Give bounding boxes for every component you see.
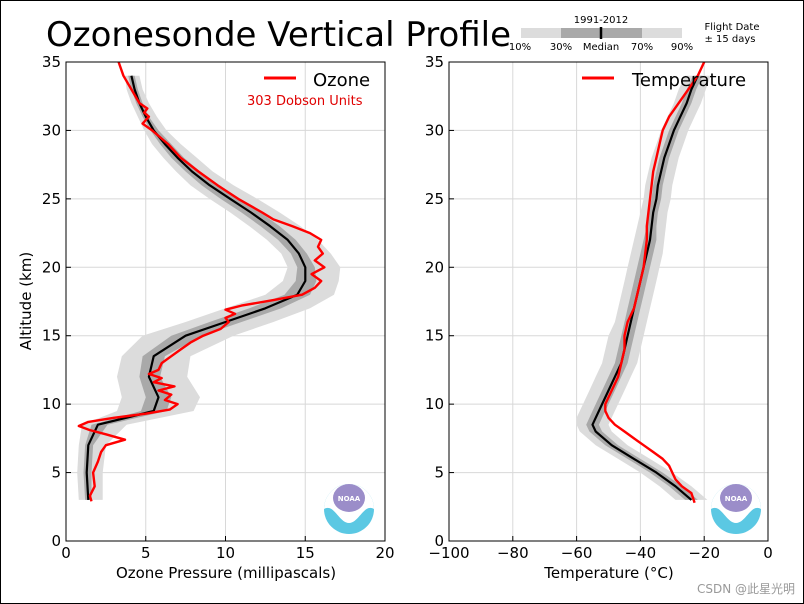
- temperature-y-tick-label: 30: [425, 121, 444, 139]
- temperature-x-tick-label: 0: [763, 544, 773, 562]
- temperature-legend: Temperature: [582, 70, 746, 91]
- ozone-y-axis-label: Altitude (km): [17, 252, 35, 350]
- percentile-key: 1991-2012 10% 30% Median 70% 90% Flight …: [509, 15, 760, 53]
- figure-title: Ozonesonde Vertical Profile: [46, 15, 511, 55]
- temperature-ticks: −100 −80 −60 −40 −20 0 0 5 10 15 20 25 30 35: [425, 53, 773, 562]
- temperature-x-tick-label: −100: [428, 544, 469, 562]
- ozone-panel: 0 5 10 15 20 0 5 10 15 20 25 30 35 Ozone Pressure (m…: [17, 53, 395, 582]
- temperature-legend-label: Temperature: [631, 70, 746, 91]
- key-band-outer-right: [642, 28, 682, 38]
- ozone-lines: [77, 61, 326, 502]
- temperature-x-axis-label: Temperature (°C): [543, 564, 673, 582]
- ozone-y-tick-label: 15: [42, 327, 61, 345]
- ozone-ticks: 0 5 10 15 20 0 5 10 15 20 25 30 35: [42, 53, 395, 562]
- ozone-x-tick-label: 15: [296, 544, 315, 562]
- ozone-y-tick-label: 35: [42, 53, 61, 71]
- noaa-logo-text: NOAA: [725, 495, 748, 503]
- ozone-x-tick-label: 0: [61, 544, 71, 562]
- noaa-logo-bird: [333, 484, 365, 512]
- temperature-x-tick-label: −80: [497, 544, 529, 562]
- key-label-p10: 10%: [509, 42, 531, 53]
- ozone-y-tick-label: 20: [42, 258, 61, 276]
- temperature-x-tick-label: −60: [561, 544, 593, 562]
- flight-date-range: ± 15 days: [704, 34, 755, 45]
- temperature-plot-frame: [448, 61, 769, 542]
- noaa-logo-right: NOAA: [711, 484, 761, 534]
- temperature-band-30-70: [586, 75, 703, 500]
- temperature-x-tick-label: −20: [688, 544, 720, 562]
- temperature-y-tick-label: 0: [434, 532, 444, 550]
- temperature-panel: −100 −80 −60 −40 −20 0 0 5 10 15 20 25 30 35 Temperat…: [425, 53, 773, 582]
- key-label-median: Median: [583, 42, 619, 53]
- ozone-y-tick-label: 0: [51, 532, 61, 550]
- ozone-y-tick-label: 10: [42, 395, 61, 413]
- temperature-y-tick-label: 35: [425, 53, 444, 71]
- temperature-grid: [449, 62, 768, 541]
- temperature-y-tick-label: 25: [425, 190, 444, 208]
- ozone-legend: Ozone 303 Dobson Units: [247, 70, 370, 109]
- dobson-units-note: 303 Dobson Units: [247, 94, 363, 109]
- key-label-p30: 30%: [550, 42, 572, 53]
- ozone-grid: [66, 62, 385, 541]
- temperature-observed-line: [604, 61, 706, 504]
- ozone-legend-label: Ozone: [313, 70, 370, 91]
- ozone-y-tick-label: 5: [51, 464, 61, 482]
- ozone-x-tick-label: 10: [216, 544, 235, 562]
- ozone-band-10-90: [77, 75, 341, 500]
- noaa-logo: NOAA: [324, 484, 374, 534]
- temperature-x-tick-label: −40: [625, 544, 657, 562]
- noaa-logo-bird: [720, 484, 752, 512]
- watermark: CSDN @此星光明: [697, 582, 795, 596]
- ozone-y-tick-label: 25: [42, 190, 61, 208]
- ozone-x-axis-label: Ozone Pressure (millipascals): [116, 564, 336, 582]
- ozone-climatology-bands: [77, 75, 341, 500]
- temperature-y-tick-label: 5: [434, 464, 444, 482]
- ozone-x-tick-label: 20: [375, 544, 394, 562]
- key-label-p70: 70%: [631, 42, 653, 53]
- flight-date-label: Flight Date: [705, 22, 760, 33]
- temperature-y-tick-label: 10: [425, 395, 444, 413]
- key-band-outer-left: [521, 28, 561, 38]
- ozone-median-line: [85, 75, 307, 500]
- ozone-observed-line: [77, 61, 326, 502]
- temperature-y-tick-label: 20: [425, 258, 444, 276]
- ozone-x-tick-label: 5: [141, 544, 151, 562]
- temperature-y-tick-label: 15: [425, 327, 444, 345]
- temperature-lines: [591, 61, 706, 504]
- temperature-climatology-bands: [576, 75, 711, 500]
- key-label-p90: 90%: [671, 42, 693, 53]
- ozone-y-tick-label: 30: [42, 121, 61, 139]
- noaa-logo-text: NOAA: [338, 495, 361, 503]
- key-years: 1991-2012: [574, 15, 629, 26]
